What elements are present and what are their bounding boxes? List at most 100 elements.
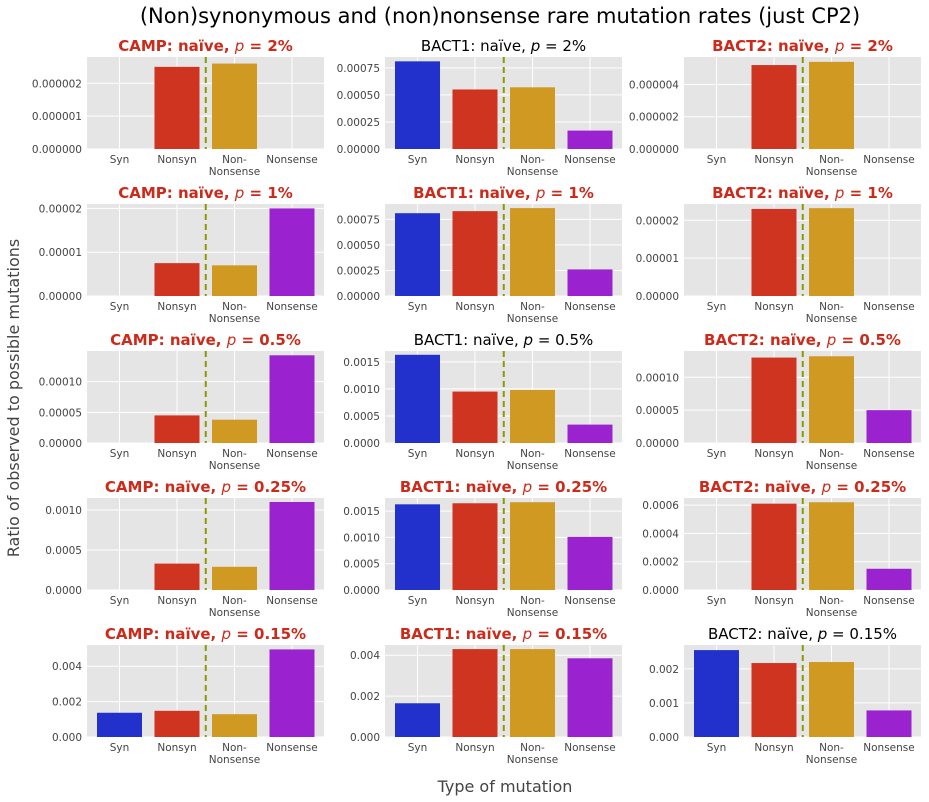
panel-title: BACT1: naïve, p = 0.5% bbox=[414, 331, 594, 349]
x-tick-label: Nonsense bbox=[507, 754, 558, 766]
bar-nonsense bbox=[866, 710, 912, 737]
panel-title: CAMP: naïve, p = 2% bbox=[118, 37, 293, 55]
x-tick-label: Nonsense bbox=[863, 595, 914, 607]
x-tick-label: Nonsense bbox=[266, 595, 317, 607]
x-tick-label: Nonsyn bbox=[754, 301, 793, 313]
x-tick-label: Nonsense bbox=[266, 742, 317, 754]
y-tick-label: 0.00000 bbox=[636, 438, 679, 450]
bar-nonnonsense bbox=[510, 87, 555, 149]
x-tick-label: Nonsense bbox=[209, 460, 260, 472]
x-tick-label: Nonsense bbox=[507, 460, 558, 472]
y-tick-label: 0.000000 bbox=[32, 144, 82, 156]
bar-nonnonsense bbox=[510, 208, 555, 296]
bar-nonnonsense bbox=[510, 502, 555, 590]
y-tick-label: 0.00000 bbox=[39, 438, 82, 450]
x-tick-label: Syn bbox=[707, 301, 727, 313]
y-tick-label: 0.0004 bbox=[642, 528, 679, 540]
y-tick-label: 0.004 bbox=[350, 650, 380, 662]
x-tick-label: Nonsense bbox=[266, 301, 317, 313]
y-tick-label: 0.004 bbox=[52, 661, 82, 673]
bar-nonnonsense bbox=[809, 502, 854, 590]
y-tick-label: 0.000002 bbox=[32, 78, 82, 90]
bar-nonnonsense bbox=[212, 419, 257, 443]
x-tick-label: Non- bbox=[222, 301, 247, 313]
x-tick-label: Nonsense bbox=[806, 460, 857, 472]
bar-nonsense bbox=[866, 410, 912, 443]
x-tick-label: Nonsense bbox=[507, 607, 558, 619]
panel-title: BACT2: naïve, p = 0.25% bbox=[699, 478, 906, 496]
figure-title: (Non)synonymous and (non)nonsense rare m… bbox=[140, 4, 860, 28]
x-tick-label: Syn bbox=[110, 742, 130, 754]
x-tick-label: Nonsense bbox=[863, 154, 914, 166]
x-tick-label: Nonsense bbox=[209, 166, 260, 178]
x-tick-label: Nonsyn bbox=[455, 154, 494, 166]
y-tick-label: 0.0000 bbox=[343, 585, 380, 597]
x-tick-label: Syn bbox=[408, 301, 428, 313]
x-tick-label: Syn bbox=[408, 595, 428, 607]
x-tick-label: Nonsense bbox=[806, 313, 857, 325]
y-tick-label: 0.0000 bbox=[642, 585, 679, 597]
x-tick-label: Nonsense bbox=[806, 754, 857, 766]
panel-title: BACT1: naïve, p = 0.25% bbox=[400, 478, 607, 496]
bar-nonsyn bbox=[452, 391, 498, 443]
bar-nonnonsense bbox=[212, 566, 257, 590]
y-tick-label: 0.000004 bbox=[629, 79, 679, 91]
x-tick-label: Nonsyn bbox=[754, 742, 793, 754]
x-tick-label: Syn bbox=[707, 742, 727, 754]
y-tick-label: 0.00050 bbox=[337, 240, 380, 252]
x-tick-label: Nonsyn bbox=[754, 448, 793, 460]
x-tick-label: Non- bbox=[819, 301, 844, 313]
y-tick-label: 0.000002 bbox=[629, 112, 679, 124]
panel-title: CAMP: naïve, p = 0.15% bbox=[105, 625, 306, 643]
panel-title: BACT2: naïve, p = 0.5% bbox=[704, 331, 901, 349]
bar-nonsyn bbox=[751, 208, 797, 296]
x-tick-label: Nonsyn bbox=[754, 595, 793, 607]
bar-nonsyn bbox=[154, 563, 200, 590]
y-tick-label: 0.0010 bbox=[45, 505, 82, 517]
x-tick-label: Nonsense bbox=[507, 166, 558, 178]
bar-nonnonsense bbox=[212, 714, 257, 737]
x-tick-label: Non- bbox=[520, 154, 545, 166]
bar-nonsense bbox=[269, 208, 315, 296]
bar-nonnonsense bbox=[809, 208, 854, 296]
x-tick-label: Nonsyn bbox=[455, 301, 494, 313]
panel-title: BACT1: naïve, p = 1% bbox=[413, 184, 594, 202]
bar-nonsyn bbox=[751, 65, 797, 149]
y-tick-label: 0.002 bbox=[350, 691, 380, 703]
bar-syn bbox=[694, 650, 739, 737]
x-tick-label: Nonsense bbox=[863, 742, 914, 754]
y-tick-label: 0.000 bbox=[52, 732, 82, 744]
x-tick-label: Nonsense bbox=[564, 742, 615, 754]
bar-nonsyn bbox=[452, 649, 498, 737]
y-tick-label: 0.00050 bbox=[337, 90, 380, 102]
panel-title: CAMP: naïve, p = 1% bbox=[118, 184, 293, 202]
x-tick-label: Nonsyn bbox=[157, 742, 196, 754]
y-tick-label: 0.0000 bbox=[343, 438, 380, 450]
x-tick-label: Non- bbox=[520, 301, 545, 313]
bar-nonsense bbox=[269, 502, 315, 590]
bar-nonsyn bbox=[452, 211, 498, 296]
y-tick-label: 0.0002 bbox=[642, 557, 679, 569]
x-tick-label: Non- bbox=[222, 448, 247, 460]
y-tick-label: 0.002 bbox=[649, 664, 679, 676]
panel-title: CAMP: naïve, p = 0.5% bbox=[110, 331, 301, 349]
bar-nonsyn bbox=[751, 663, 797, 737]
bar-nonsense bbox=[567, 536, 613, 590]
bar-nonsense bbox=[866, 568, 912, 590]
x-tick-label: Non- bbox=[819, 595, 844, 607]
bar-nonnonsense bbox=[510, 649, 555, 737]
x-tick-label: Non- bbox=[520, 448, 545, 460]
y-tick-label: 0.00002 bbox=[636, 215, 679, 227]
x-tick-label: Non- bbox=[222, 742, 247, 754]
bar-nonsense bbox=[567, 130, 613, 149]
panel-title: BACT1: naïve, p = 0.15% bbox=[400, 625, 607, 643]
y-tick-label: 0.00000 bbox=[39, 291, 82, 303]
y-tick-label: 0.00025 bbox=[337, 265, 380, 277]
